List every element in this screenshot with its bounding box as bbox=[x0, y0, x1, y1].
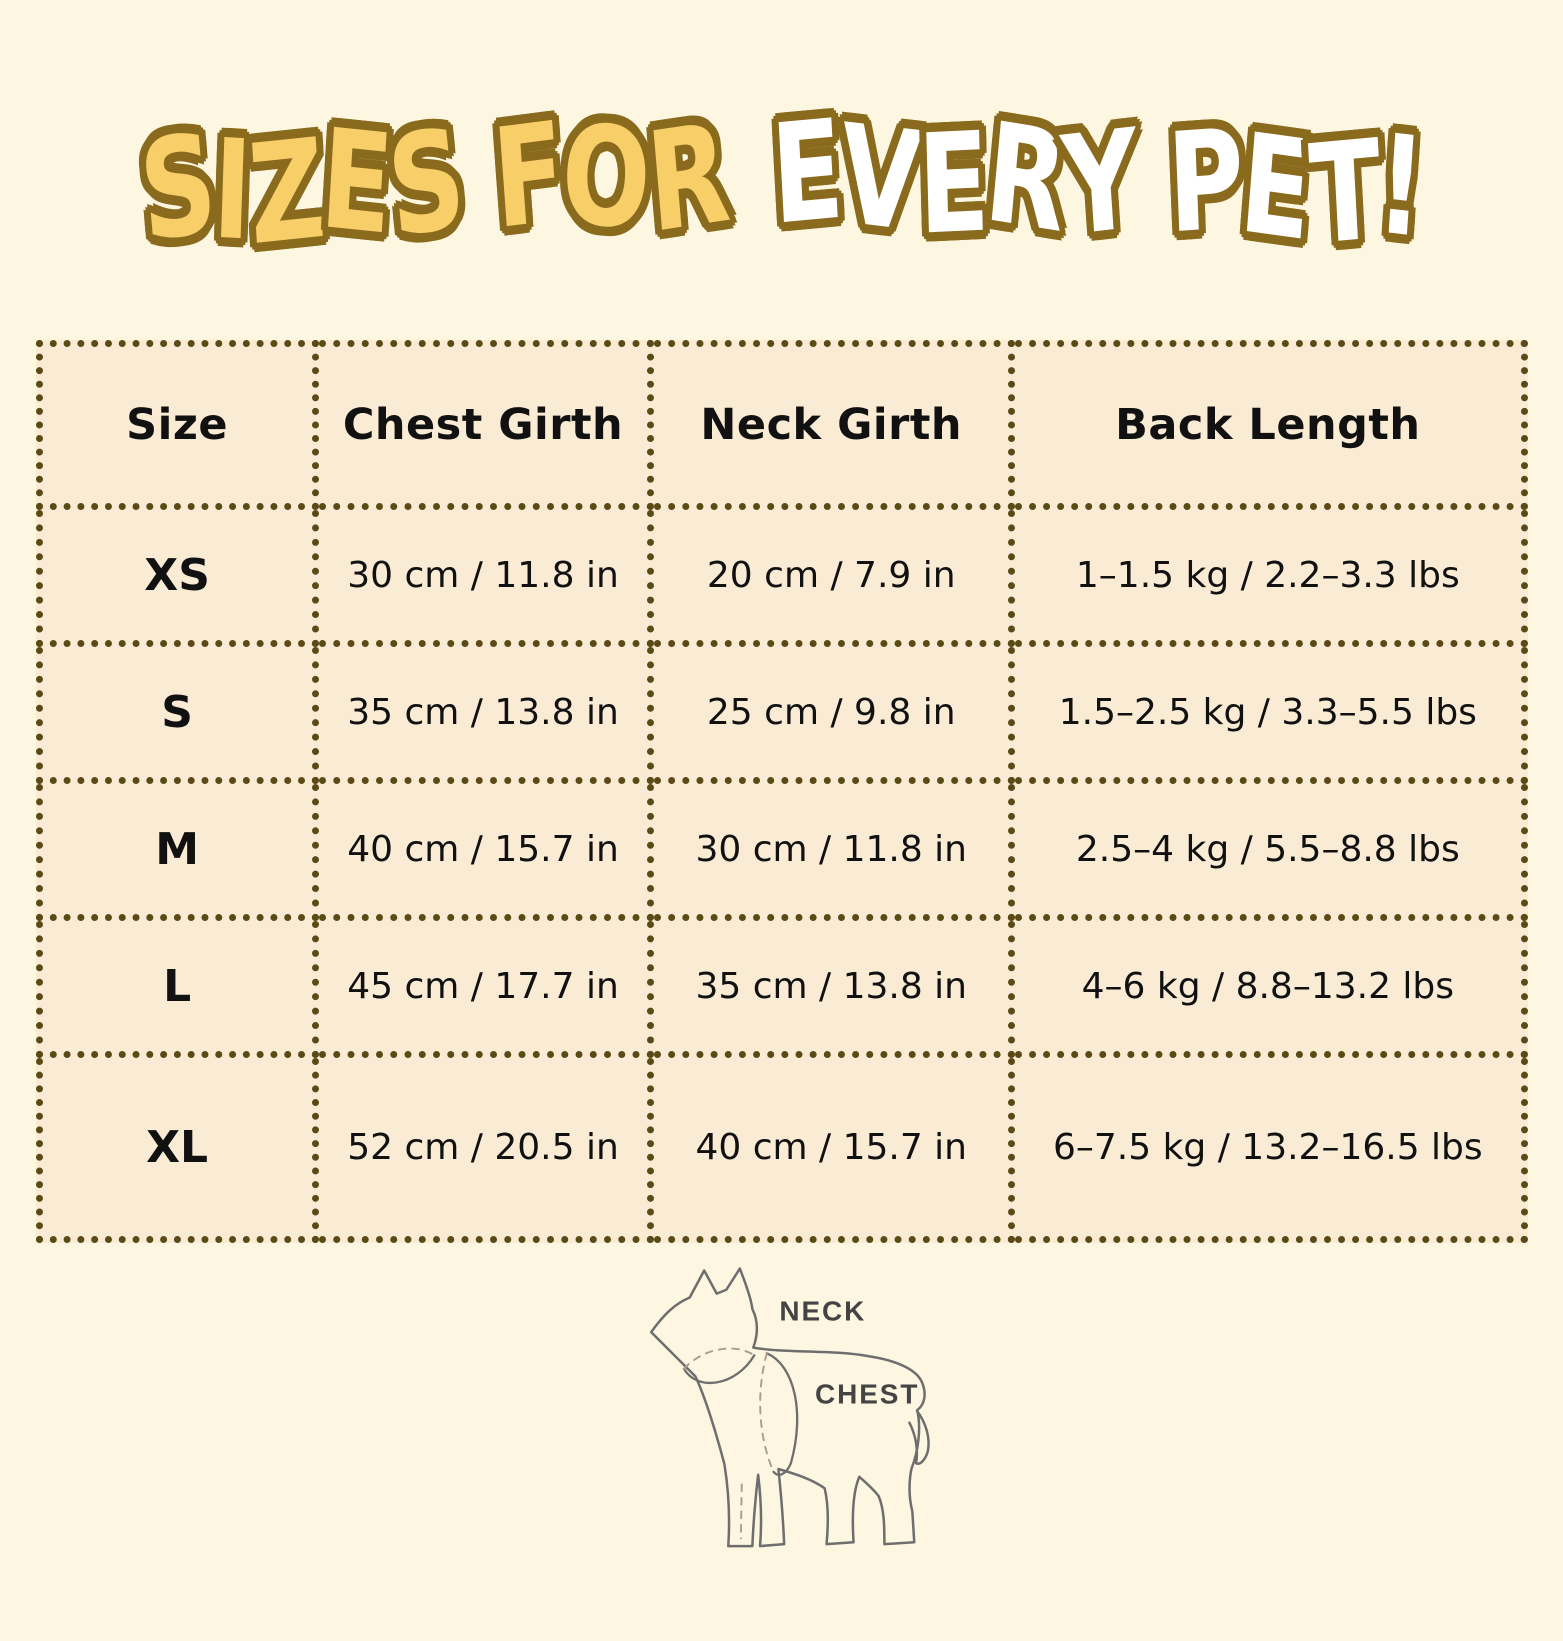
table-row-xl: XL 52 cm / 20.5 in 40 cm / 15.7 in 6–7.5… bbox=[35, 1051, 1528, 1243]
cell-back-length: 4–6 kg / 8.8–13.2 lbs bbox=[1008, 914, 1528, 1058]
cell-back-length: 1.5–2.5 kg / 3.3–5.5 lbs bbox=[1008, 640, 1528, 784]
neck-girth-band-hidden bbox=[682, 1347, 755, 1370]
table-row-xs: XS 30 cm / 11.8 in 20 cm / 7.9 in 1–1.5 … bbox=[35, 503, 1528, 647]
cell-neck-girth: 25 cm / 9.8 in bbox=[647, 640, 1016, 784]
cell-chest-girth: 35 cm / 13.8 in bbox=[311, 640, 655, 784]
dog-body-outline bbox=[649, 1267, 926, 1548]
page-title-white-text: EVERY PET! bbox=[766, 87, 1429, 278]
table-row-l: L 45 cm / 17.7 in 35 cm / 13.8 in 4–6 kg… bbox=[35, 914, 1528, 1058]
chest-label: CHEST bbox=[815, 1378, 919, 1409]
chest-girth-band bbox=[765, 1352, 798, 1476]
neck-girth-band bbox=[682, 1354, 755, 1384]
cell-neck-girth: 35 cm / 13.8 in bbox=[647, 914, 1016, 1058]
cell-back-length: 1–1.5 kg / 2.2–3.3 lbs bbox=[1008, 503, 1528, 647]
cell-size: M bbox=[35, 777, 319, 921]
pet-size-table: Size Chest Girth Neck Girth Back Length … bbox=[35, 340, 1528, 1243]
column-header-neck-girth: Neck Girth bbox=[647, 340, 1016, 510]
cell-size: S bbox=[35, 640, 319, 784]
column-header-chest-girth: Chest Girth bbox=[311, 340, 655, 510]
cell-neck-girth: 20 cm / 7.9 in bbox=[647, 503, 1016, 647]
cell-size: XS bbox=[35, 503, 319, 647]
cell-neck-girth: 40 cm / 15.7 in bbox=[647, 1051, 1016, 1243]
column-header-back-length: Back Length bbox=[1008, 340, 1528, 510]
cell-chest-girth: 30 cm / 11.8 in bbox=[311, 503, 655, 647]
table-row-m: M 40 cm / 15.7 in 30 cm / 11.8 in 2.5–4 … bbox=[35, 777, 1528, 921]
dog-outline-illustration: NECK CHEST bbox=[649, 1267, 930, 1548]
chest-girth-band-hidden bbox=[758, 1352, 775, 1473]
dog-measurement-diagram: NECK CHEST bbox=[0, 1257, 1563, 1575]
neck-label: NECK bbox=[779, 1296, 866, 1327]
cell-neck-girth: 30 cm / 11.8 in bbox=[647, 777, 1016, 921]
cell-back-length: 6–7.5 kg / 13.2–16.5 lbs bbox=[1008, 1051, 1528, 1243]
cell-size: XL bbox=[35, 1051, 319, 1243]
page-title-yellow-text: SIZES FOR bbox=[132, 90, 733, 278]
column-header-size: Size bbox=[35, 340, 319, 510]
cell-back-length: 2.5–4 kg / 5.5–8.8 lbs bbox=[1008, 777, 1528, 921]
page-title: SIZES FOR EVERY PET! bbox=[0, 78, 1563, 288]
cell-size: L bbox=[35, 914, 319, 1058]
front-leg-shading-line bbox=[739, 1483, 743, 1540]
table-row-s: S 35 cm / 13.8 in 25 cm / 9.8 in 1.5–2.5… bbox=[35, 640, 1528, 784]
cell-chest-girth: 40 cm / 15.7 in bbox=[311, 777, 655, 921]
dog-tail-outline bbox=[907, 1409, 930, 1465]
cell-chest-girth: 45 cm / 17.7 in bbox=[311, 914, 655, 1058]
table-header-row: Size Chest Girth Neck Girth Back Length bbox=[35, 340, 1528, 510]
cell-chest-girth: 52 cm / 20.5 in bbox=[311, 1051, 655, 1243]
